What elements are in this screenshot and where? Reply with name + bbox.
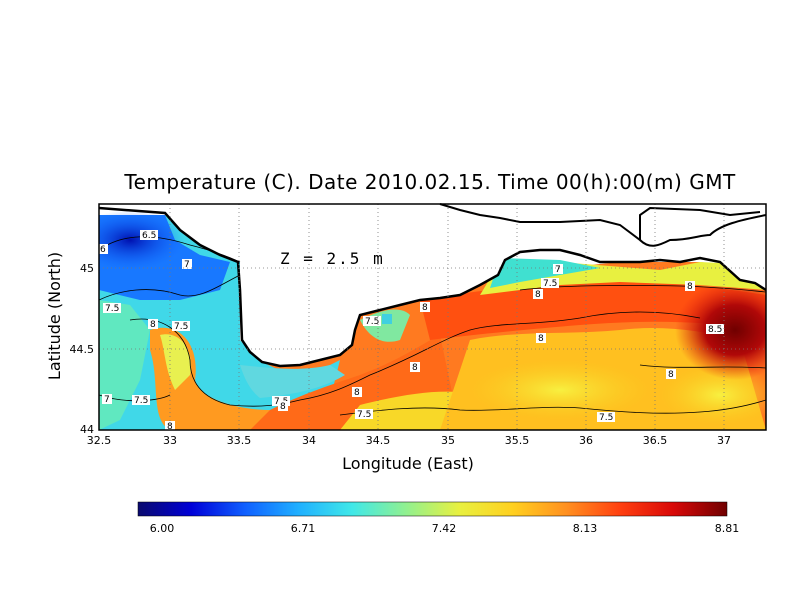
y-axis-ticks: 44 44.5 45 — [70, 262, 95, 436]
colorbar-tick-label: 8.81 — [715, 522, 740, 535]
x-tick-label: 34.5 — [366, 434, 391, 447]
colorbar — [137, 501, 728, 517]
x-tick-label: 34 — [302, 434, 316, 447]
contour-label: 7.5 — [105, 304, 119, 314]
colorbar-tick-label: 6.00 — [150, 522, 175, 535]
x-tick-label: 32.5 — [87, 434, 112, 447]
map-title: Temperature (C). Date 2010.02.15. Time 0… — [124, 170, 736, 194]
contour-label: 7.5 — [357, 410, 371, 420]
contour-label: 7 — [184, 260, 190, 270]
contour-label: 8 — [535, 290, 541, 300]
x-tick-label: 36 — [579, 434, 593, 447]
y-tick-label: 45 — [80, 262, 94, 275]
x-axis-ticks: 32.5 33 33.5 34 34.5 35 35.5 36 36.5 37 — [87, 434, 731, 447]
contour-label: 7 — [104, 395, 110, 405]
x-tick-label: 36.5 — [643, 434, 668, 447]
contour-label: 6.5 — [142, 231, 156, 241]
contour-label: 8 — [167, 422, 173, 432]
contour-label: 8 — [538, 334, 544, 344]
y-tick-label: 44 — [80, 423, 94, 436]
coastline — [98, 206, 767, 368]
contour-label: 7.5 — [365, 317, 379, 327]
plot-frame — [98, 203, 767, 431]
contour-label: 8.5 — [708, 325, 722, 335]
contour-label-group: 6 6.5 7 7.5 8 7.5 7 7.5 8 7.5 7.5 8 7.5 … — [98, 230, 724, 432]
y-tick-label: 44.5 — [70, 343, 95, 356]
contour-label: 7.5 — [134, 396, 148, 406]
x-axis-label: Longitude (East) — [342, 454, 474, 473]
contour-label: 8 — [687, 282, 693, 292]
crimea-land — [99, 204, 766, 366]
contour-label: 8 — [422, 303, 428, 313]
x-tick-label: 37 — [717, 434, 731, 447]
x-tick-label: 33.5 — [227, 434, 252, 447]
depth-label: Z = 2.5 m — [280, 249, 385, 268]
contour-label: 8 — [280, 402, 286, 412]
contour-label: 8 — [150, 320, 156, 330]
colorbar-tick-label: 6.71 — [291, 522, 316, 535]
x-tick-label: 33 — [163, 434, 177, 447]
grid-lines — [99, 204, 766, 430]
colorbar-tick-label: 8.13 — [573, 522, 598, 535]
contour-label: 7.5 — [599, 413, 613, 423]
contour-label: 7.5 — [543, 279, 557, 289]
contour-label: 6 — [100, 245, 106, 255]
x-tick-label: 35.5 — [505, 434, 530, 447]
colorbar-tick-label: 7.42 — [432, 522, 457, 535]
contour-label: 8 — [412, 363, 418, 373]
colorbar-ticks: 6.00 6.71 7.42 8.13 8.81 — [150, 522, 740, 535]
contour-label: 8 — [354, 388, 360, 398]
contour-label: 7.5 — [174, 322, 188, 332]
contour-label: 7 — [555, 265, 561, 275]
y-axis-label: Latitude (North) — [45, 252, 64, 380]
x-tick-label: 35 — [441, 434, 455, 447]
contour-label: 8 — [668, 370, 674, 380]
